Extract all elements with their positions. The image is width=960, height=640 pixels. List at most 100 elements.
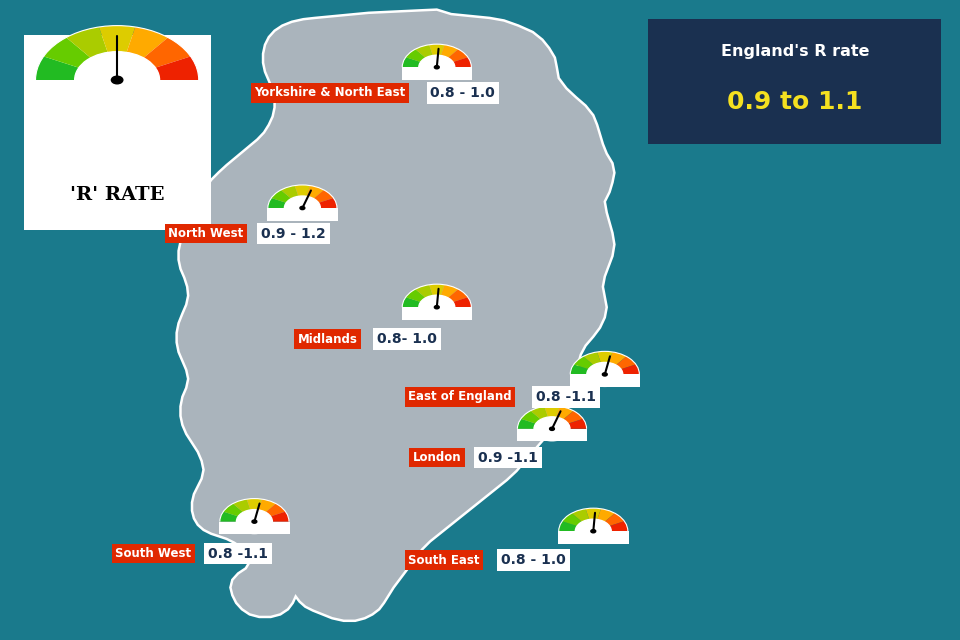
- Wedge shape: [117, 27, 168, 80]
- Wedge shape: [43, 38, 117, 80]
- Wedge shape: [521, 411, 552, 429]
- FancyBboxPatch shape: [558, 531, 629, 544]
- Text: North West: North West: [168, 227, 243, 240]
- Wedge shape: [429, 284, 444, 307]
- Wedge shape: [531, 406, 552, 429]
- Circle shape: [590, 529, 596, 533]
- Wedge shape: [593, 513, 624, 531]
- Wedge shape: [437, 49, 468, 67]
- Wedge shape: [572, 509, 593, 531]
- Wedge shape: [295, 185, 310, 208]
- FancyBboxPatch shape: [34, 80, 201, 110]
- Wedge shape: [597, 351, 612, 374]
- Text: South East: South East: [408, 554, 479, 566]
- FancyBboxPatch shape: [267, 208, 338, 221]
- Text: 0.8 -1.1: 0.8 -1.1: [208, 547, 268, 561]
- Wedge shape: [593, 509, 614, 531]
- Circle shape: [587, 362, 623, 387]
- Text: 'R' RATE: 'R' RATE: [70, 186, 164, 204]
- Wedge shape: [99, 26, 135, 80]
- Wedge shape: [406, 289, 437, 307]
- Wedge shape: [117, 56, 199, 80]
- Wedge shape: [302, 190, 333, 208]
- Circle shape: [575, 519, 612, 543]
- Text: 0.9 to 1.1: 0.9 to 1.1: [727, 90, 863, 115]
- Wedge shape: [36, 56, 117, 80]
- Wedge shape: [559, 521, 593, 531]
- Wedge shape: [254, 499, 276, 522]
- Text: 0.8- 1.0: 0.8- 1.0: [377, 332, 437, 346]
- Wedge shape: [416, 285, 437, 307]
- FancyBboxPatch shape: [569, 374, 640, 387]
- Wedge shape: [437, 57, 471, 67]
- Wedge shape: [281, 186, 302, 208]
- Wedge shape: [593, 521, 628, 531]
- Circle shape: [549, 427, 555, 431]
- Circle shape: [534, 417, 570, 441]
- Wedge shape: [605, 364, 639, 374]
- Wedge shape: [247, 499, 262, 522]
- Circle shape: [284, 196, 321, 220]
- Wedge shape: [66, 27, 117, 80]
- Wedge shape: [254, 504, 285, 522]
- Text: 0.8 - 1.0: 0.8 - 1.0: [501, 553, 565, 567]
- Circle shape: [300, 206, 305, 210]
- FancyBboxPatch shape: [401, 67, 472, 80]
- Wedge shape: [574, 356, 605, 374]
- Wedge shape: [233, 499, 254, 522]
- Text: 0.8 -1.1: 0.8 -1.1: [536, 390, 595, 404]
- FancyBboxPatch shape: [24, 35, 211, 230]
- Wedge shape: [268, 198, 302, 208]
- Wedge shape: [586, 508, 601, 531]
- Wedge shape: [517, 419, 552, 429]
- Text: East of England: East of England: [408, 390, 512, 403]
- Circle shape: [75, 52, 159, 108]
- Wedge shape: [117, 38, 191, 80]
- Wedge shape: [402, 57, 437, 67]
- Wedge shape: [552, 406, 573, 429]
- Wedge shape: [437, 45, 458, 67]
- Wedge shape: [406, 49, 437, 67]
- Text: England's R rate: England's R rate: [721, 44, 869, 59]
- Wedge shape: [416, 45, 437, 67]
- Text: Yorkshire & North East: Yorkshire & North East: [254, 86, 406, 99]
- Wedge shape: [552, 411, 583, 429]
- Text: 0.9 - 1.2: 0.9 - 1.2: [261, 227, 325, 241]
- Wedge shape: [220, 511, 254, 522]
- Circle shape: [434, 65, 440, 69]
- Wedge shape: [437, 289, 468, 307]
- Wedge shape: [302, 198, 337, 208]
- Wedge shape: [605, 352, 626, 374]
- Polygon shape: [177, 10, 614, 621]
- Circle shape: [111, 76, 123, 84]
- FancyBboxPatch shape: [516, 429, 588, 442]
- Wedge shape: [402, 297, 437, 307]
- Wedge shape: [272, 190, 302, 208]
- Text: South West: South West: [115, 547, 191, 560]
- Wedge shape: [437, 297, 471, 307]
- Wedge shape: [552, 419, 587, 429]
- Text: 0.9 -1.1: 0.9 -1.1: [478, 451, 539, 465]
- Wedge shape: [584, 352, 605, 374]
- Wedge shape: [224, 504, 254, 522]
- FancyBboxPatch shape: [219, 522, 290, 534]
- Circle shape: [252, 520, 257, 524]
- Circle shape: [434, 305, 440, 309]
- Wedge shape: [254, 511, 289, 522]
- Circle shape: [236, 509, 273, 534]
- Circle shape: [419, 295, 455, 319]
- Wedge shape: [429, 44, 444, 67]
- FancyBboxPatch shape: [648, 19, 941, 144]
- Wedge shape: [437, 285, 458, 307]
- Text: 0.8 - 1.0: 0.8 - 1.0: [430, 86, 495, 100]
- Wedge shape: [544, 406, 560, 429]
- Wedge shape: [570, 364, 605, 374]
- Wedge shape: [605, 356, 636, 374]
- FancyBboxPatch shape: [401, 307, 472, 320]
- Wedge shape: [302, 186, 324, 208]
- Text: Midlands: Midlands: [298, 333, 357, 346]
- Circle shape: [602, 372, 608, 376]
- Wedge shape: [563, 513, 593, 531]
- Circle shape: [419, 55, 455, 79]
- Text: London: London: [413, 451, 462, 464]
